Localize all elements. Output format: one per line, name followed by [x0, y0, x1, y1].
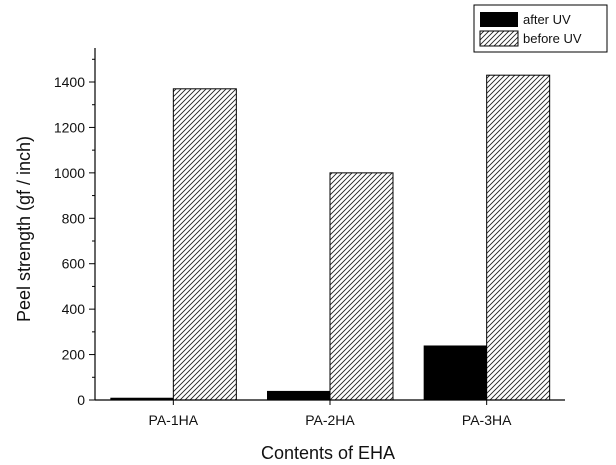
x-tick-label: PA-1HA: [149, 412, 199, 428]
x-axis-title: Contents of EHA: [261, 443, 395, 463]
x-tick-label: PA-2HA: [305, 412, 355, 428]
y-axis-title: Peel strength (gf / inch): [14, 136, 34, 322]
bar-pa-1ha-before-uv: [172, 88, 237, 401]
bar-pa-3ha-after-uv: [423, 345, 487, 400]
legend: after UV before UV: [473, 4, 608, 53]
bar-pa-3ha-before-uv: [486, 74, 551, 401]
y-tick-label: 800: [62, 210, 86, 226]
legend-label-before-uv: before UV: [523, 31, 582, 46]
y-tick-label: 600: [62, 256, 86, 272]
bar-pa-2ha-after-uv: [267, 390, 330, 400]
y-tick-label: 1200: [54, 119, 85, 135]
legend-swatch-after-uv: [480, 12, 518, 27]
x-tick-label: PA-3HA: [462, 412, 512, 428]
bar-pa-1ha-after-uv: [110, 397, 174, 400]
bar-pa-2ha-before-uv: [329, 172, 394, 401]
y-ticks-layer: 0 200 400 600 800 1000 1200 1400: [54, 58, 95, 408]
y-tick-label: 0: [77, 392, 85, 408]
bars-layer: [110, 74, 551, 401]
x-ticks-layer: PA-1HA PA-2HA PA-3HA: [149, 400, 512, 428]
legend-label-after-uv: after UV: [523, 12, 571, 27]
y-tick-label: 400: [62, 301, 86, 317]
legend-swatch-before-uv: [479, 30, 519, 47]
y-tick-label: 1400: [54, 74, 85, 90]
y-tick-label: 200: [62, 347, 86, 363]
y-tick-label: 1000: [54, 165, 85, 181]
